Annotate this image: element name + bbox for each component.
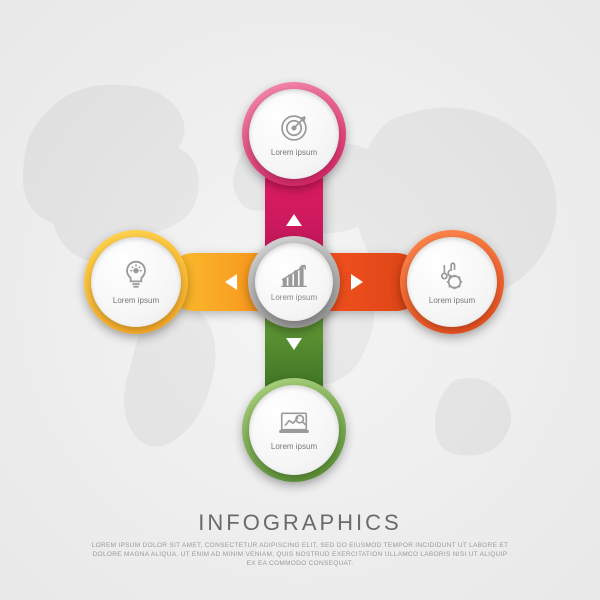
lightbulb-icon: [121, 259, 151, 293]
node-bottom-label: Lorem ipsum: [271, 443, 317, 452]
arrow-right-icon: [351, 274, 363, 290]
footer-body: LOREM IPSUM DOLOR SIT AMET, CONSECTETUR …: [90, 542, 510, 568]
footer-title: INFOGRAPHICS: [0, 510, 600, 536]
node-bottom: Lorem ipsum: [242, 378, 346, 482]
arrow-down-icon: [286, 338, 302, 350]
node-top-label: Lorem ipsum: [271, 149, 317, 158]
arrow-left-icon: [225, 274, 237, 290]
node-right-label: Lorem ipsum: [429, 297, 475, 306]
node-left: Lorem ipsum: [84, 230, 188, 334]
tools-gear-icon: [435, 259, 469, 293]
node-center: Lorem ipsum: [248, 236, 340, 328]
footer: INFOGRAPHICS LOREM IPSUM DOLOR SIT AMET,…: [0, 510, 600, 568]
laptop-analytics-icon: [276, 409, 312, 439]
node-left-label: Lorem ipsum: [113, 297, 159, 306]
node-center-label: Lorem ipsum: [271, 293, 317, 302]
growth-chart-icon: [278, 262, 310, 290]
node-top: Lorem ipsum: [242, 82, 346, 186]
node-right: Lorem ipsum: [400, 230, 504, 334]
target-icon: [277, 111, 311, 145]
arrow-up-icon: [286, 214, 302, 226]
